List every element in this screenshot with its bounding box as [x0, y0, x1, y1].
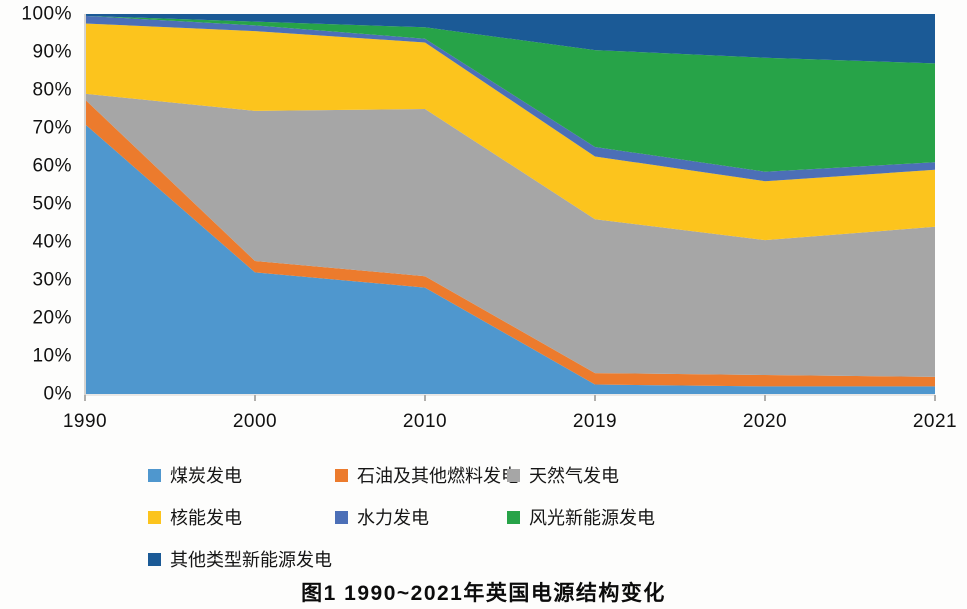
area-wind-solar — [85, 15, 935, 172]
area-other-renewables — [85, 14, 935, 64]
legend-item-other-renewables: 其他类型新能源发电 — [148, 546, 335, 572]
area-natural-gas — [85, 93, 935, 377]
y-tick-label-100pct: 100% — [21, 3, 72, 25]
x-tick-label-2010: 2010 — [402, 411, 448, 432]
legend-swatch-wind-solar-icon — [507, 510, 520, 524]
stacked-area-plot — [84, 14, 936, 401]
area-coal — [85, 124, 935, 394]
legend-label-coal: 煤炭发电 — [170, 466, 242, 486]
y-tick-label-80pct: 80% — [32, 79, 72, 101]
y-tick-label-60pct: 60% — [32, 155, 72, 177]
area-nuclear — [85, 23, 935, 241]
x-tick-label-1990: 1990 — [62, 411, 108, 432]
y-tick-label-90pct: 90% — [32, 41, 72, 63]
area-hydro — [85, 15, 935, 182]
x-tick-label-2020: 2020 — [742, 411, 788, 432]
legend-swatch-natural-gas-icon — [507, 468, 520, 482]
legend-swatch-coal-icon — [148, 468, 161, 482]
y-tick-label-50pct: 50% — [32, 193, 72, 215]
x-tick-label-2019: 2019 — [572, 411, 618, 432]
x-tick-label-2000: 2000 — [232, 411, 278, 432]
legend-item-natural-gas: 天然气发电 — [507, 462, 655, 488]
legend-swatch-other-renewables-icon — [148, 552, 161, 566]
x-tick-label-2021: 2021 — [912, 411, 958, 432]
y-tick-label-70pct: 70% — [32, 117, 72, 139]
figure-caption: 图1 1990~2021年英国电源结构变化 — [301, 582, 666, 605]
legend-label-wind-solar: 风光新能源发电 — [529, 508, 655, 528]
legend-label-other-renewables: 其他类型新能源发电 — [170, 550, 332, 570]
y-tick-label-0pct: 0% — [43, 383, 72, 405]
y-tick-label-30pct: 30% — [32, 269, 72, 291]
legend-item-coal: 煤炭发电 — [148, 462, 335, 488]
legend-item-hydro: 水力发电 — [335, 504, 507, 530]
legend-swatch-oil-other-fuels-icon — [335, 468, 348, 482]
y-tick-label-40pct: 40% — [32, 231, 72, 253]
legend-item-oil-other-fuels: 石油及其他燃料发电 — [335, 462, 519, 488]
legend-item-nuclear: 核能发电 — [148, 504, 335, 530]
area-oil-other-fuels — [85, 99, 935, 387]
legend-label-nuclear: 核能发电 — [170, 508, 242, 528]
legend-swatch-hydro-icon — [335, 510, 348, 524]
legend-label-natural-gas: 天然气发电 — [529, 466, 619, 486]
legend-item-wind-solar: 风光新能源发电 — [507, 504, 655, 530]
legend: 煤炭发电 石油及其他燃料发电 天然气发电核能发电 水力发电 风光新能源发电其他类型新能源… — [148, 462, 655, 572]
legend-label-oil-other-fuels: 石油及其他燃料发电 — [357, 466, 519, 486]
legend-swatch-nuclear-icon — [148, 510, 161, 524]
y-tick-label-10pct: 10% — [32, 345, 72, 367]
legend-label-hydro: 水力发电 — [357, 508, 429, 528]
y-tick-label-20pct: 20% — [32, 307, 72, 329]
